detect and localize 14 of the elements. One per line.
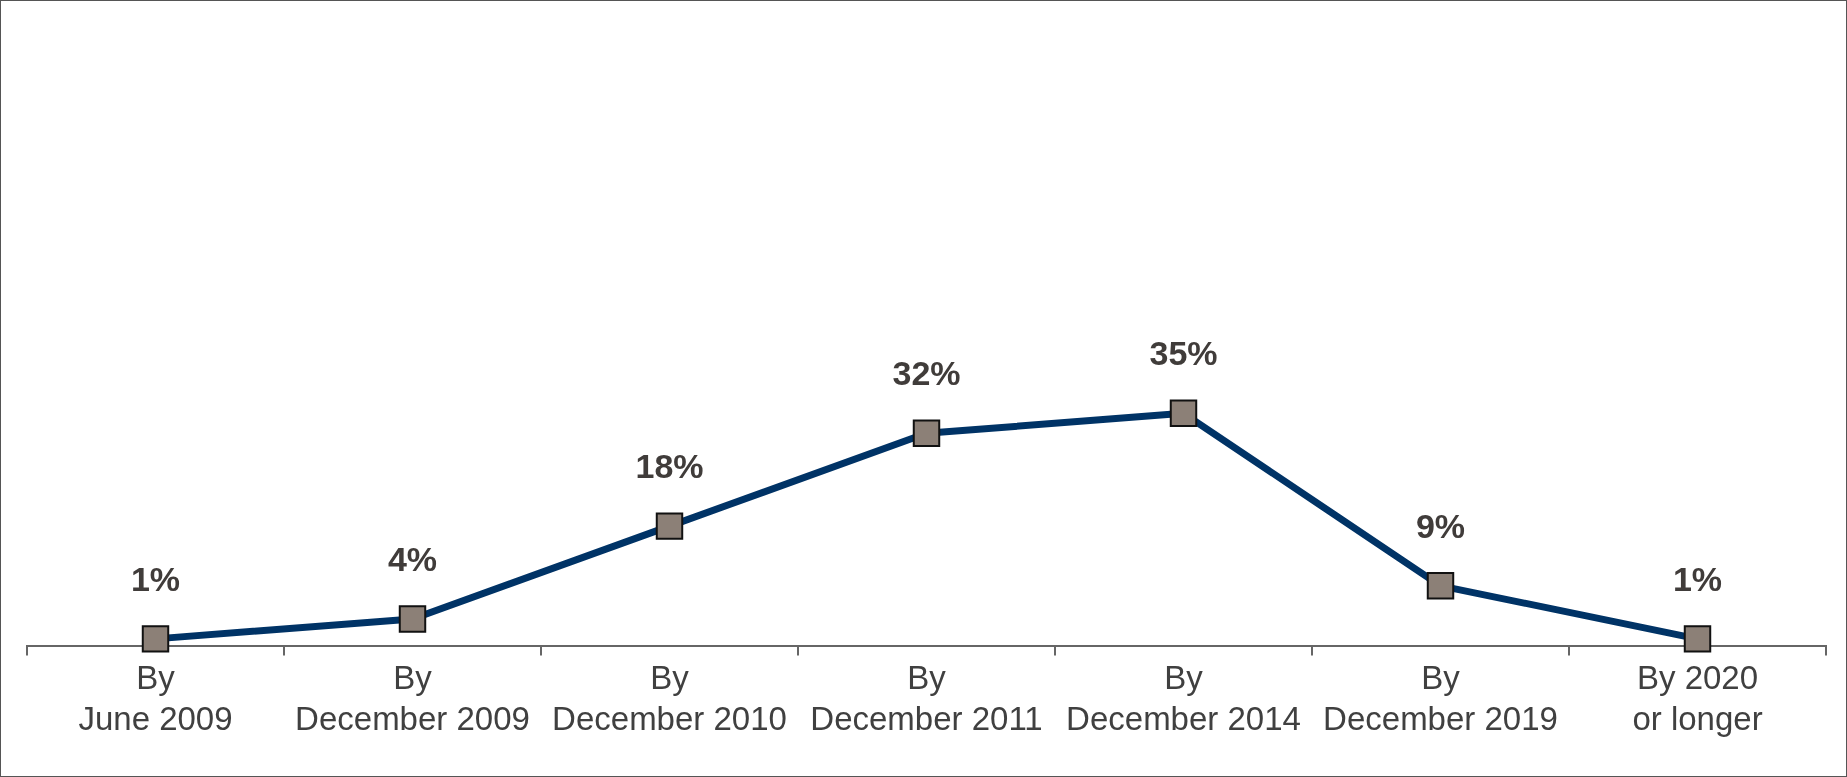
- x-tick-label: By 2020 or longer: [1632, 659, 1763, 738]
- data-label: 18%: [635, 447, 704, 486]
- data-label: 4%: [387, 539, 438, 578]
- data-label: 1%: [1672, 559, 1723, 598]
- data-label: 35%: [1149, 334, 1218, 373]
- data-label: 9%: [1415, 506, 1466, 545]
- x-tick-label: By December 2019: [1323, 659, 1558, 738]
- x-tick-label: By December 2010: [552, 659, 787, 738]
- x-tick-label: By December 2009: [295, 659, 530, 738]
- x-tick-label: By December 2011: [810, 659, 1043, 738]
- data-label: 1%: [130, 559, 181, 598]
- x-tick-label: By December 2014: [1066, 659, 1301, 738]
- data-label: 32%: [892, 354, 961, 393]
- x-tick-label: By June 2009: [78, 659, 233, 738]
